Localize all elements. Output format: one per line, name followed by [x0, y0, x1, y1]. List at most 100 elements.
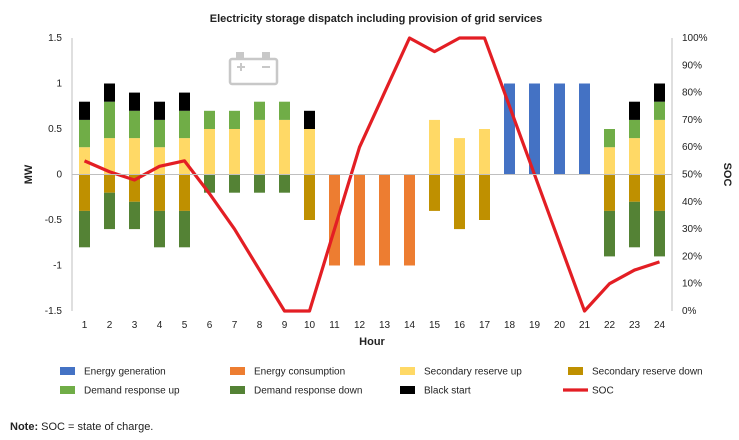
bar-secondary-reserve-up-hour-8: [254, 119, 265, 175]
bar-demand-response-up-hour-22: [604, 129, 615, 148]
bar-demand-response-down-hour-2: [104, 192, 115, 230]
x-tick-label: 19: [529, 320, 541, 331]
bar-demand-response-up-hour-5: [179, 110, 190, 139]
bar-black-start-hour-2: [104, 83, 115, 102]
bar-demand-response-up-hour-8: [254, 101, 265, 120]
bar-secondary-reserve-down-hour-4: [154, 174, 165, 211]
x-tick-label: 24: [654, 320, 666, 331]
legend-item-energy-generation: Energy generation: [60, 367, 166, 378]
bar-demand-response-down-hour-8: [254, 174, 265, 193]
y2-tick-label: 30%: [682, 224, 702, 235]
bar-secondary-reserve-up-hour-22: [604, 147, 615, 175]
y2-tick-label: 90%: [682, 60, 702, 71]
x-tick-label: 18: [504, 320, 516, 331]
legend-label: Demand response up: [84, 386, 180, 397]
y-tick-label: 1: [56, 79, 62, 90]
bar-secondary-reserve-up-hour-3: [129, 138, 140, 175]
bar-secondary-reserve-down-hour-17: [479, 174, 490, 220]
bar-energy-consumption-hour-13: [379, 174, 390, 266]
legend-item-energy-consumption: Energy consumption: [230, 367, 345, 378]
legend-swatch: [230, 367, 245, 375]
bar-secondary-reserve-up-hour-7: [229, 129, 240, 175]
battery-icon: [228, 52, 279, 86]
chart-note: Note: SOC = state of charge.: [10, 421, 153, 433]
note-text: SOC = state of charge.: [38, 421, 154, 433]
bar-secondary-reserve-down-hour-22: [604, 174, 615, 211]
x-tick-label: 17: [479, 320, 491, 331]
legend-swatch: [60, 367, 75, 375]
y-axis-title: MW: [23, 164, 35, 184]
legend-swatch: [400, 367, 415, 375]
y2-axis-title: SOC: [721, 163, 733, 187]
x-tick-label: 20: [554, 320, 566, 331]
bar-demand-response-down-hour-22: [604, 210, 615, 257]
legend-item-demand-response-down: Demand response down: [230, 386, 362, 397]
y-tick-label: 1.5: [48, 33, 62, 44]
bar-demand-response-up-hour-1: [79, 119, 90, 148]
legend-label: Energy generation: [84, 367, 166, 378]
y-tick-label: -0.5: [45, 215, 63, 226]
bar-secondary-reserve-down-hour-24: [654, 174, 665, 211]
y2-tick-label: 50%: [682, 170, 702, 181]
bar-demand-response-down-hour-7: [229, 174, 240, 193]
bar-secondary-reserve-up-hour-24: [654, 119, 665, 175]
x-tick-label: 1: [82, 320, 88, 331]
bar-black-start-hour-23: [629, 101, 640, 120]
bar-secondary-reserve-up-hour-16: [454, 138, 465, 175]
bar-secondary-reserve-up-hour-10: [304, 129, 315, 175]
legend-item-black-start: Black start: [400, 386, 471, 397]
bar-demand-response-down-hour-9: [279, 174, 290, 193]
x-tick-label: 7: [232, 320, 238, 331]
x-tick-label: 6: [207, 320, 213, 331]
legend-label: Energy consumption: [254, 367, 345, 378]
bar-secondary-reserve-up-hour-2: [104, 138, 115, 175]
bar-energy-consumption-hour-12: [354, 174, 365, 266]
x-tick-label: 2: [107, 320, 113, 331]
y2-tick-label: 60%: [682, 142, 702, 153]
bar-demand-response-up-hour-23: [629, 119, 640, 139]
bar-demand-response-up-hour-3: [129, 110, 140, 139]
x-tick-label: 23: [629, 320, 641, 331]
bar-demand-response-down-hour-23: [629, 201, 640, 248]
bar-demand-response-down-hour-24: [654, 210, 665, 257]
x-tick-label: 22: [604, 320, 616, 331]
bar-demand-response-down-hour-4: [154, 210, 165, 248]
bar-secondary-reserve-down-hour-2: [104, 174, 115, 193]
x-tick-label: 13: [379, 320, 391, 331]
dispatch-chart: Electricity storage dispatch including p…: [23, 13, 733, 397]
bar-secondary-reserve-up-hour-9: [279, 119, 290, 175]
bar-black-start-hour-5: [179, 92, 190, 111]
chart-title: Electricity storage dispatch including p…: [210, 13, 543, 25]
bar-secondary-reserve-down-hour-10: [304, 174, 315, 220]
y2-tick-label: 70%: [682, 115, 702, 126]
bar-secondary-reserve-down-hour-23: [629, 174, 640, 202]
legend-swatch: [568, 367, 583, 375]
y-tick-label: -1.5: [45, 306, 63, 317]
bar-demand-response-down-hour-3: [129, 201, 140, 230]
legend-label: Black start: [424, 386, 471, 397]
bar-demand-response-up-hour-7: [229, 110, 240, 129]
bar-black-start-hour-4: [154, 101, 165, 120]
y2-tick-label: 0%: [682, 306, 697, 317]
legend-label: SOC: [592, 386, 614, 397]
bar-secondary-reserve-up-hour-15: [429, 119, 440, 175]
legend-swatch: [60, 386, 75, 394]
legend-label: Demand response down: [254, 386, 362, 397]
bar-secondary-reserve-up-hour-23: [629, 138, 640, 175]
legend-swatch: [400, 386, 415, 394]
soc-line: [83, 36, 660, 313]
note-label: Note:: [10, 421, 39, 433]
bar-energy-consumption-hour-14: [404, 174, 415, 266]
bar-demand-response-up-hour-24: [654, 101, 665, 120]
bar-black-start-hour-1: [79, 101, 90, 120]
x-tick-label: 3: [132, 320, 138, 331]
legend-item-secondary-reserve-up: Secondary reserve up: [400, 367, 522, 378]
x-tick-label: 21: [579, 320, 591, 331]
y2-tick-label: 80%: [682, 88, 702, 99]
x-tick-label: 12: [354, 320, 366, 331]
legend-item-soc: SOC: [563, 386, 614, 397]
bar-secondary-reserve-up-hour-5: [179, 138, 190, 175]
x-tick-label: 16: [454, 320, 466, 331]
bar-secondary-reserve-down-hour-5: [179, 174, 190, 211]
y2-tick-label: 10%: [682, 279, 702, 290]
